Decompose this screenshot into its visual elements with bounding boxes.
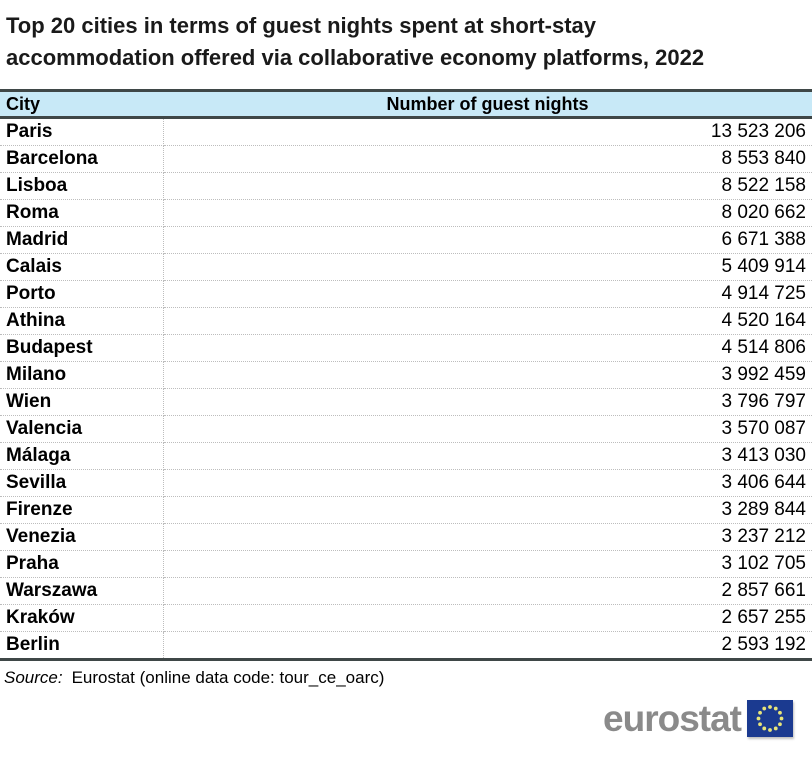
- source-text: Eurostat (online data code: tour_ce_oarc…: [71, 668, 385, 687]
- city-cell: Roma: [0, 199, 164, 227]
- value-cell: 3 413 030: [163, 442, 812, 470]
- value-cell: 5 409 914: [163, 253, 812, 281]
- page-title: Top 20 cities in terms of guest nights s…: [0, 0, 812, 74]
- title-line-2: accommodation offered via collaborative …: [6, 45, 705, 70]
- city-cell: Warszawa: [0, 577, 164, 605]
- table-row: Málaga 3 413 030: [0, 442, 812, 470]
- city-cell: Praha: [0, 550, 164, 578]
- table-row: Wien 3 796 797: [0, 388, 812, 416]
- city-cell: Valencia: [0, 415, 164, 443]
- value-cell: 2 593 192: [163, 631, 812, 661]
- city-cell: Calais: [0, 253, 164, 281]
- value-cell: 2 857 661: [163, 577, 812, 605]
- table-row: Lisboa 8 522 158: [0, 172, 812, 200]
- city-cell: Budapest: [0, 334, 164, 362]
- value-cell: 13 523 206: [163, 117, 812, 146]
- city-cell: Kraków: [0, 604, 164, 632]
- value-cell: 8 553 840: [163, 145, 812, 173]
- table-row: Roma 8 020 662: [0, 199, 812, 227]
- table-row: Budapest 4 514 806: [0, 334, 812, 362]
- value-cell: 3 570 087: [163, 415, 812, 443]
- table-row: Barcelona 8 553 840: [0, 145, 812, 173]
- value-cell: 2 657 255: [163, 604, 812, 632]
- table-row: Valencia 3 570 087: [0, 415, 812, 443]
- value-cell: 3 237 212: [163, 523, 812, 551]
- city-cell: Venezia: [0, 523, 164, 551]
- table-row: Madrid 6 671 388: [0, 226, 812, 254]
- value-cell: 8 020 662: [163, 199, 812, 227]
- table-row: Venezia 3 237 212: [0, 523, 812, 551]
- city-cell: Milano: [0, 361, 164, 389]
- table-row: Kraków 2 657 255: [0, 604, 812, 632]
- eurostat-logo-text: eurostat: [603, 698, 742, 739]
- city-cell: Wien: [0, 388, 164, 416]
- table-row: Calais 5 409 914: [0, 253, 812, 281]
- guest-nights-table: City Number of guest nights Paris 13 523 …: [0, 89, 812, 661]
- city-cell: Athina: [0, 307, 164, 335]
- table-header-row: City Number of guest nights: [0, 89, 812, 119]
- column-header-city: City: [0, 89, 163, 119]
- title-line-1: Top 20 cities in terms of guest nights s…: [6, 13, 597, 38]
- value-cell: 3 289 844: [163, 496, 812, 524]
- city-cell: Sevilla: [0, 469, 164, 497]
- source-note: Source: Eurostat (online data code: tour_…: [0, 668, 812, 688]
- table-row: Athina 4 520 164: [0, 307, 812, 335]
- table-row: Sevilla 3 406 644: [0, 469, 812, 497]
- value-cell: 3 406 644: [163, 469, 812, 497]
- source-label: Source:: [4, 668, 63, 687]
- city-cell: Paris: [0, 117, 164, 146]
- value-cell: 6 671 388: [163, 226, 812, 254]
- city-cell: Madrid: [0, 226, 164, 254]
- city-cell: Berlin: [0, 631, 164, 661]
- table-row: Praha 3 102 705: [0, 550, 812, 578]
- city-cell: Porto: [0, 280, 164, 308]
- city-cell: Lisboa: [0, 172, 164, 200]
- value-cell: 8 522 158: [163, 172, 812, 200]
- value-cell: 4 914 725: [163, 280, 812, 308]
- city-cell: Firenze: [0, 496, 164, 524]
- value-cell: 4 520 164: [163, 307, 812, 335]
- table-row: Porto 4 914 725: [0, 280, 812, 308]
- eu-flag-icon: [747, 700, 793, 737]
- table-row: Milano 3 992 459: [0, 361, 812, 389]
- table-row: Berlin 2 593 192: [0, 631, 812, 661]
- value-cell: 4 514 806: [163, 334, 812, 362]
- value-cell: 3 102 705: [163, 550, 812, 578]
- eurostat-logo: eurostat: [603, 700, 793, 737]
- table-row: Warszawa 2 857 661: [0, 577, 812, 605]
- column-header-guest-nights: Number of guest nights: [163, 89, 812, 119]
- value-cell: 3 796 797: [163, 388, 812, 416]
- city-cell: Barcelona: [0, 145, 164, 173]
- city-cell: Málaga: [0, 442, 164, 470]
- table-row: Firenze 3 289 844: [0, 496, 812, 524]
- table-row: Paris 13 523 206: [0, 117, 812, 146]
- value-cell: 3 992 459: [163, 361, 812, 389]
